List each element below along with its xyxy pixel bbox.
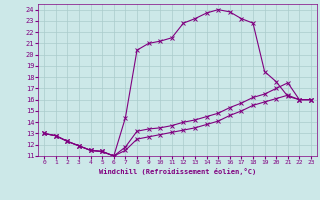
X-axis label: Windchill (Refroidissement éolien,°C): Windchill (Refroidissement éolien,°C) [99, 168, 256, 175]
